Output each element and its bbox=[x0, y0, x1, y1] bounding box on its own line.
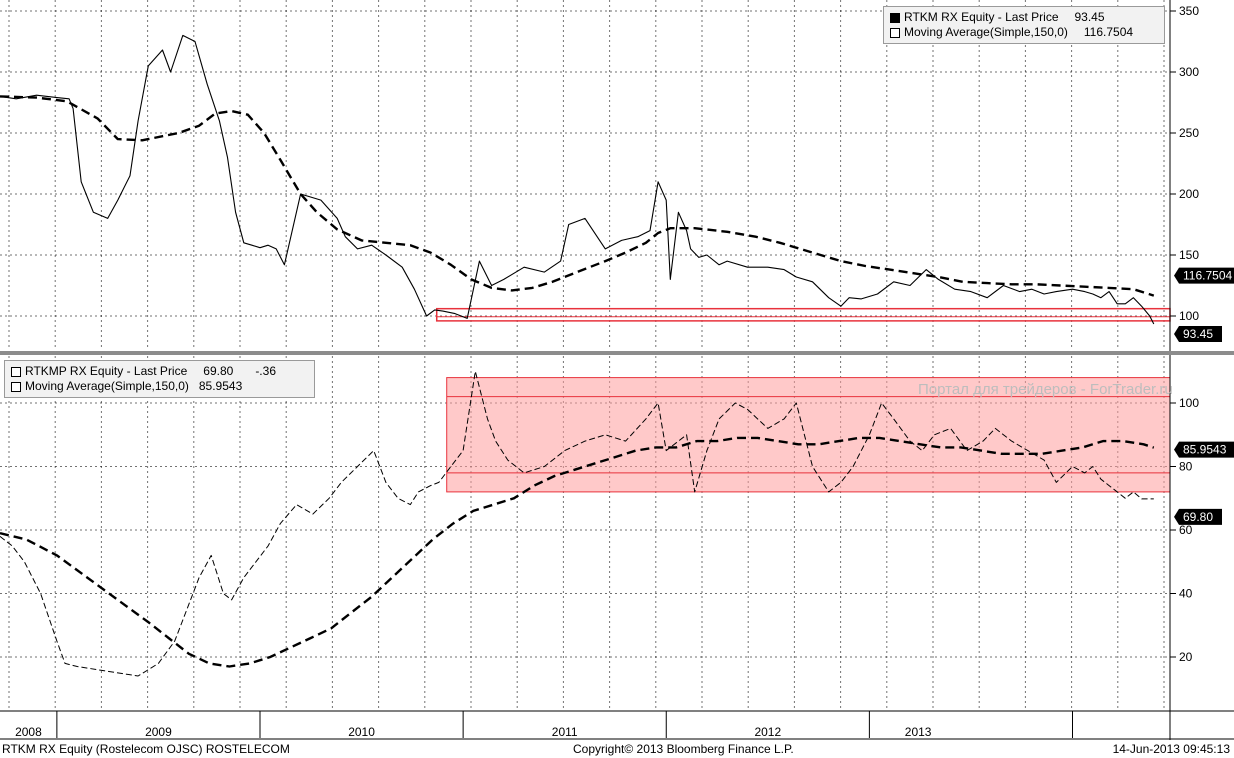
last-value-tag bbox=[1174, 508, 1222, 525]
bottom-panel-grid bbox=[0, 356, 1170, 710]
price-line bbox=[0, 34, 1155, 325]
bottom-y-ticks: 20 40 60 80 100 bbox=[1170, 396, 1199, 664]
bottom-panel-series bbox=[0, 370, 1155, 677]
x-axis-label: 2010 bbox=[348, 725, 375, 739]
legend-series-name: RTKMP RX Equity - Last Price bbox=[25, 364, 188, 378]
y-tick-label: 300 bbox=[1179, 65, 1199, 79]
last-value-text: 116.7504 bbox=[1183, 269, 1232, 283]
bottom-legend-row-ma: Moving Average(Simple,150,0) 85.9543 bbox=[11, 379, 308, 394]
legend-series-value: 69.80 bbox=[203, 364, 234, 378]
support-band-rect bbox=[435, 307, 1171, 322]
y-tick-label: 40 bbox=[1179, 587, 1193, 601]
bottom-legend-row-price: RTKMP RX Equity - Last Price 69.80 -.36 bbox=[11, 364, 308, 379]
y-tick-label: 60 bbox=[1179, 523, 1193, 537]
x-axis-label: 2008 bbox=[15, 725, 42, 739]
top-panel-grid bbox=[0, 0, 1170, 350]
legend-series-name: Moving Average(Simple,150,0) bbox=[25, 379, 189, 393]
x-axis-label: 2012 bbox=[754, 725, 781, 739]
last-value-text: 93.45 bbox=[1183, 327, 1213, 341]
panel-separator bbox=[0, 351, 1234, 355]
last-value-tag bbox=[1174, 325, 1222, 342]
legend-series-name: Moving Average(Simple,150,0) bbox=[904, 25, 1068, 39]
top-last-value-labels: 116.7504 93.45 bbox=[1174, 267, 1234, 342]
legend-series-value: 116.7504 bbox=[1083, 25, 1134, 39]
top-legend-row-price: RTKM RX Equity - Last Price 93.45 bbox=[890, 10, 1158, 25]
moving-average-line bbox=[0, 95, 1155, 297]
legend-swatch-icon bbox=[890, 27, 900, 38]
last-value-text: 85.9543 bbox=[1183, 443, 1227, 457]
top-legend: RTKM RX Equity - Last Price 93.45 Moving… bbox=[883, 6, 1165, 44]
top-panel-series bbox=[0, 34, 1155, 325]
legend-swatch-icon bbox=[890, 12, 900, 23]
x-axis-label: 2009 bbox=[145, 725, 172, 739]
legend-series-name: RTKM RX Equity - Last Price bbox=[904, 10, 1059, 24]
price-line bbox=[0, 370, 1154, 677]
top-legend-row-ma: Moving Average(Simple,150,0) 116.7504 bbox=[890, 25, 1158, 40]
top-y-ticks: 100 150 200 250 300 350 bbox=[1170, 4, 1199, 323]
bottom-legend: RTKMP RX Equity - Last Price 69.80 -.36 … bbox=[4, 360, 315, 398]
legend-series-change: -.36 bbox=[255, 364, 276, 378]
legend-swatch-icon bbox=[11, 366, 21, 377]
bottom-last-value-labels: 85.9543 69.80 bbox=[1174, 441, 1234, 525]
x-axis-label: 2011 bbox=[552, 725, 578, 739]
top-support-band bbox=[435, 307, 1171, 322]
footer-timestamp: 14-Jun-2013 09:45:13 bbox=[1112, 742, 1230, 756]
y-tick-label: 150 bbox=[1179, 248, 1199, 262]
watermark-text: Портал для трейдеров - ForTrader.ru bbox=[918, 381, 1173, 398]
y-tick-label: 100 bbox=[1179, 396, 1199, 410]
y-tick-label: 20 bbox=[1179, 650, 1193, 664]
y-tick-label: 200 bbox=[1179, 187, 1199, 201]
y-tick-label: 250 bbox=[1179, 126, 1199, 140]
footer-copyright: Copyright© 2013 Bloomberg Finance L.P. bbox=[573, 742, 794, 756]
legend-swatch-icon bbox=[11, 381, 21, 392]
x-axis-label: 2013 bbox=[905, 725, 932, 739]
footer-security-name: RTKM RX Equity (Rostelecom OJSC) ROSTELE… bbox=[2, 742, 290, 756]
last-value-tag bbox=[1174, 267, 1234, 284]
y-tick-label: 100 bbox=[1179, 309, 1199, 323]
last-value-text: 69.80 bbox=[1183, 510, 1213, 524]
moving-average-line bbox=[0, 436, 1155, 668]
axes bbox=[0, 0, 1234, 740]
last-value-tag bbox=[1174, 441, 1234, 458]
y-tick-label: 350 bbox=[1179, 4, 1199, 18]
y-tick-label: 80 bbox=[1179, 460, 1193, 474]
legend-series-value: 93.45 bbox=[1074, 10, 1105, 24]
x-axis-labels: 2008 2009 2010 2011 2012 2013 bbox=[15, 711, 1073, 739]
legend-series-value: 85.9543 bbox=[198, 379, 243, 393]
